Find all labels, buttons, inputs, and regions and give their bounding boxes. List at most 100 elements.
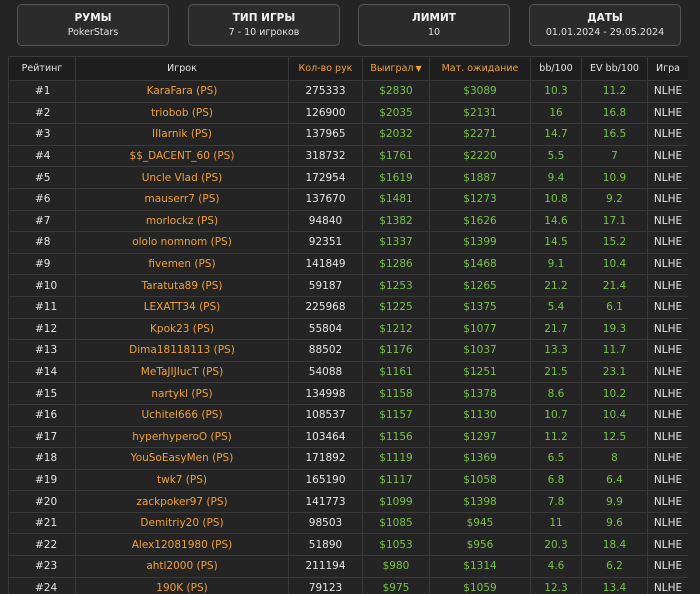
game-type-cell: NLHE bbox=[647, 382, 688, 405]
bb100-cell: 21.7 bbox=[530, 317, 582, 341]
rank-cell: #16 bbox=[8, 403, 76, 427]
player-name-link[interactable]: Kpok23 (PS) bbox=[75, 317, 289, 341]
player-name-link[interactable]: zackpoker97 (PS) bbox=[75, 490, 289, 513]
hands-count-cell: 171892 bbox=[288, 447, 363, 470]
hands-count-cell: 225968 bbox=[288, 295, 363, 319]
winnings-cell: $1212 bbox=[362, 317, 430, 341]
player-name-link[interactable]: Uchitel666 (PS) bbox=[75, 403, 289, 427]
header-ev[interactable]: Мат. ожидание bbox=[429, 56, 531, 81]
player-name-link[interactable]: ololo nomnom (PS) bbox=[75, 231, 289, 254]
game-type-cell: NLHE bbox=[647, 468, 688, 492]
winnings-cell: $980 bbox=[362, 555, 430, 578]
player-name-link[interactable]: twk7 (PS) bbox=[75, 468, 289, 492]
game-type-cell: NLHE bbox=[647, 80, 688, 103]
header-game[interactable]: Игра bbox=[647, 56, 688, 81]
ev-bb100-cell: 15.2 bbox=[581, 231, 648, 254]
game-type-filter-value: 7 - 10 игроков bbox=[228, 27, 300, 38]
rank-cell: #21 bbox=[8, 511, 76, 535]
rank-cell: #7 bbox=[8, 209, 76, 233]
player-name-link[interactable]: Demitriy20 (PS) bbox=[75, 511, 289, 535]
winnings-cell: $1225 bbox=[362, 295, 430, 319]
player-name-link[interactable]: Dima18118113 (PS) bbox=[75, 339, 289, 362]
game-type-cell: NLHE bbox=[647, 295, 688, 319]
player-name-link[interactable]: ahtl2000 (PS) bbox=[75, 555, 289, 578]
game-type-cell: NLHE bbox=[647, 317, 688, 341]
winnings-cell: $1481 bbox=[362, 187, 430, 211]
winnings-cell: $1099 bbox=[362, 490, 430, 513]
table-row: #4 $$_DACENT_60 (PS) 318732 $1761 $2220 5.5 7 N… bbox=[8, 144, 688, 168]
rank-cell: #20 bbox=[8, 490, 76, 513]
winnings-cell: $1253 bbox=[362, 274, 430, 297]
dates-filter-button[interactable]: ДАТЫ 01.01.2024 - 29.05.2024 bbox=[529, 4, 681, 46]
header-player[interactable]: Игрок bbox=[75, 56, 289, 81]
game-type-cell: NLHE bbox=[647, 360, 688, 384]
player-name-link[interactable]: Taratuta89 (PS) bbox=[75, 274, 289, 297]
bb100-cell: 14.7 bbox=[530, 123, 582, 146]
hands-count-cell: 318732 bbox=[288, 144, 363, 168]
expected-value-cell: $1468 bbox=[429, 252, 531, 276]
player-name-link[interactable]: Alex12081980 (PS) bbox=[75, 533, 289, 557]
header-evbb100[interactable]: EV bb/100 bbox=[581, 56, 648, 81]
expected-value-cell: $1378 bbox=[429, 382, 531, 405]
header-hands[interactable]: Кол-во рук bbox=[288, 56, 363, 81]
player-name-link[interactable]: YouSoEasyMen (PS) bbox=[75, 447, 289, 470]
rooms-filter-button[interactable]: РУМЫ PokerStars bbox=[17, 4, 169, 46]
ev-bb100-cell: 10.4 bbox=[581, 252, 648, 276]
rank-cell: #17 bbox=[8, 425, 76, 449]
player-name-link[interactable]: 190K (PS) bbox=[75, 576, 289, 594]
player-name-link[interactable]: fivemen (PS) bbox=[75, 252, 289, 276]
header-won[interactable]: Выиграл ▼ bbox=[362, 56, 430, 81]
expected-value-cell: $945 bbox=[429, 511, 531, 535]
player-name-link[interactable]: LEXATT34 (PS) bbox=[75, 295, 289, 319]
player-name-link[interactable]: morlockz (PS) bbox=[75, 209, 289, 233]
player-name-link[interactable]: mauserr7 (PS) bbox=[75, 187, 289, 211]
limit-filter-button[interactable]: ЛИМИТ 10 bbox=[358, 4, 510, 46]
game-type-cell: NLHE bbox=[647, 490, 688, 513]
winnings-cell: $1119 bbox=[362, 447, 430, 470]
bb100-cell: 13.3 bbox=[530, 339, 582, 362]
game-type-filter-title: ТИП ИГРЫ bbox=[232, 12, 296, 24]
player-name-link[interactable]: nartykl (PS) bbox=[75, 382, 289, 405]
ev-bb100-cell: 21.4 bbox=[581, 274, 648, 297]
winnings-cell: $1286 bbox=[362, 252, 430, 276]
rank-cell: #13 bbox=[8, 339, 76, 362]
table-row: #21 Demitriy20 (PS) 98503 $1085 $945 11 9.6 NLH… bbox=[8, 511, 688, 535]
hands-count-cell: 51890 bbox=[288, 533, 363, 557]
player-name-link[interactable]: triobob (PS) bbox=[75, 101, 289, 125]
header-rank[interactable]: Рейтинг bbox=[8, 56, 76, 81]
game-type-filter-button[interactable]: ТИП ИГРЫ 7 - 10 игроков bbox=[188, 4, 340, 46]
rank-cell: #15 bbox=[8, 382, 76, 405]
rank-cell: #22 bbox=[8, 533, 76, 557]
dates-filter-value: 01.01.2024 - 29.05.2024 bbox=[545, 27, 665, 38]
winnings-cell: $1157 bbox=[362, 403, 430, 427]
player-name-link[interactable]: MeTaJIJIucT (PS) bbox=[75, 360, 289, 384]
bb100-cell: 10.8 bbox=[530, 187, 582, 211]
bb100-cell: 5.5 bbox=[530, 144, 582, 168]
ev-bb100-cell: 11.7 bbox=[581, 339, 648, 362]
table-row: #19 twk7 (PS) 165190 $1117 $1058 6.8 6.4 NLHE bbox=[8, 468, 688, 492]
hands-count-cell: 211194 bbox=[288, 555, 363, 578]
ev-bb100-cell: 23.1 bbox=[581, 360, 648, 384]
bb100-cell: 20.3 bbox=[530, 533, 582, 557]
hands-count-cell: 137670 bbox=[288, 187, 363, 211]
rank-cell: #9 bbox=[8, 252, 76, 276]
expected-value-cell: $2271 bbox=[429, 123, 531, 146]
player-name-link[interactable]: $$_DACENT_60 (PS) bbox=[75, 144, 289, 168]
player-name-link[interactable]: KaraFara (PS) bbox=[75, 80, 289, 103]
rating-table-container: Рейтинг Игрок Кол-во рук Выиграл ▼ Мат. о… bbox=[8, 56, 688, 594]
header-bb100[interactable]: bb/100 bbox=[530, 56, 582, 81]
table-row: #13 Dima18118113 (PS) 88502 $1176 $1037 13.3 1… bbox=[8, 339, 688, 362]
expected-value-cell: $1297 bbox=[429, 425, 531, 449]
hands-count-cell: 134998 bbox=[288, 382, 363, 405]
ev-bb100-cell: 10.2 bbox=[581, 382, 648, 405]
player-name-link[interactable]: Uncle Vlad (PS) bbox=[75, 166, 289, 189]
game-type-cell: NLHE bbox=[647, 209, 688, 233]
player-name-link[interactable]: IIIarnik (PS) bbox=[75, 123, 289, 146]
winnings-cell: $1158 bbox=[362, 382, 430, 405]
expected-value-cell: $1398 bbox=[429, 490, 531, 513]
table-row: #10 Taratuta89 (PS) 59187 $1253 $1265 21.2 21.… bbox=[8, 274, 688, 297]
table-header-row: Рейтинг Игрок Кол-во рук Выиграл ▼ Мат. о… bbox=[8, 56, 688, 81]
player-name-link[interactable]: hyperhyperoO (PS) bbox=[75, 425, 289, 449]
winnings-cell: $1156 bbox=[362, 425, 430, 449]
game-type-cell: NLHE bbox=[647, 274, 688, 297]
